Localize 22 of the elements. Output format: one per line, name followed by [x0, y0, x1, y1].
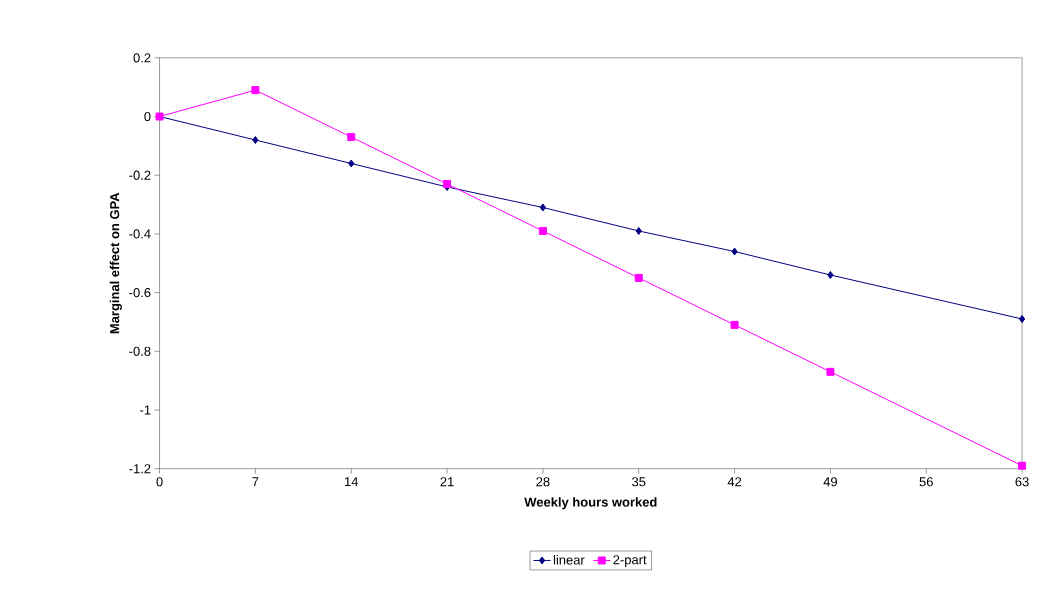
x-tick-label: 14: [345, 477, 359, 486]
y-tick-label: -1.2: [129, 463, 151, 474]
x-tick-label: 7: [252, 477, 259, 486]
x-tick-label: 42: [727, 477, 742, 487]
y-tick-label: 0: [144, 111, 151, 121]
x-tick-label: 28: [536, 477, 550, 487]
y-axis-title: Marginal effect on GPA: [109, 192, 122, 334]
y-tick-label: 0.2: [133, 53, 151, 63]
y-tick-label: -0.8: [129, 346, 151, 356]
y-tick-label: -0.6: [129, 287, 151, 298]
x-tick-label: 21: [440, 477, 454, 487]
x-tick-label: 0: [156, 477, 163, 487]
x-axis-title: Weekly hours worked: [524, 497, 657, 510]
legend-label: linear: [553, 554, 585, 565]
y-tick-label: -0.2: [129, 170, 151, 180]
y-tick-label: -0.4: [129, 229, 151, 239]
y-tick-label: -1: [140, 405, 151, 415]
x-tick-label: 49: [823, 477, 838, 487]
legend-label: 2-part: [613, 555, 647, 567]
x-tick-label: 35: [632, 477, 646, 487]
x-tick-label: 56: [919, 477, 933, 487]
x-tick-label: 63: [1015, 477, 1029, 487]
